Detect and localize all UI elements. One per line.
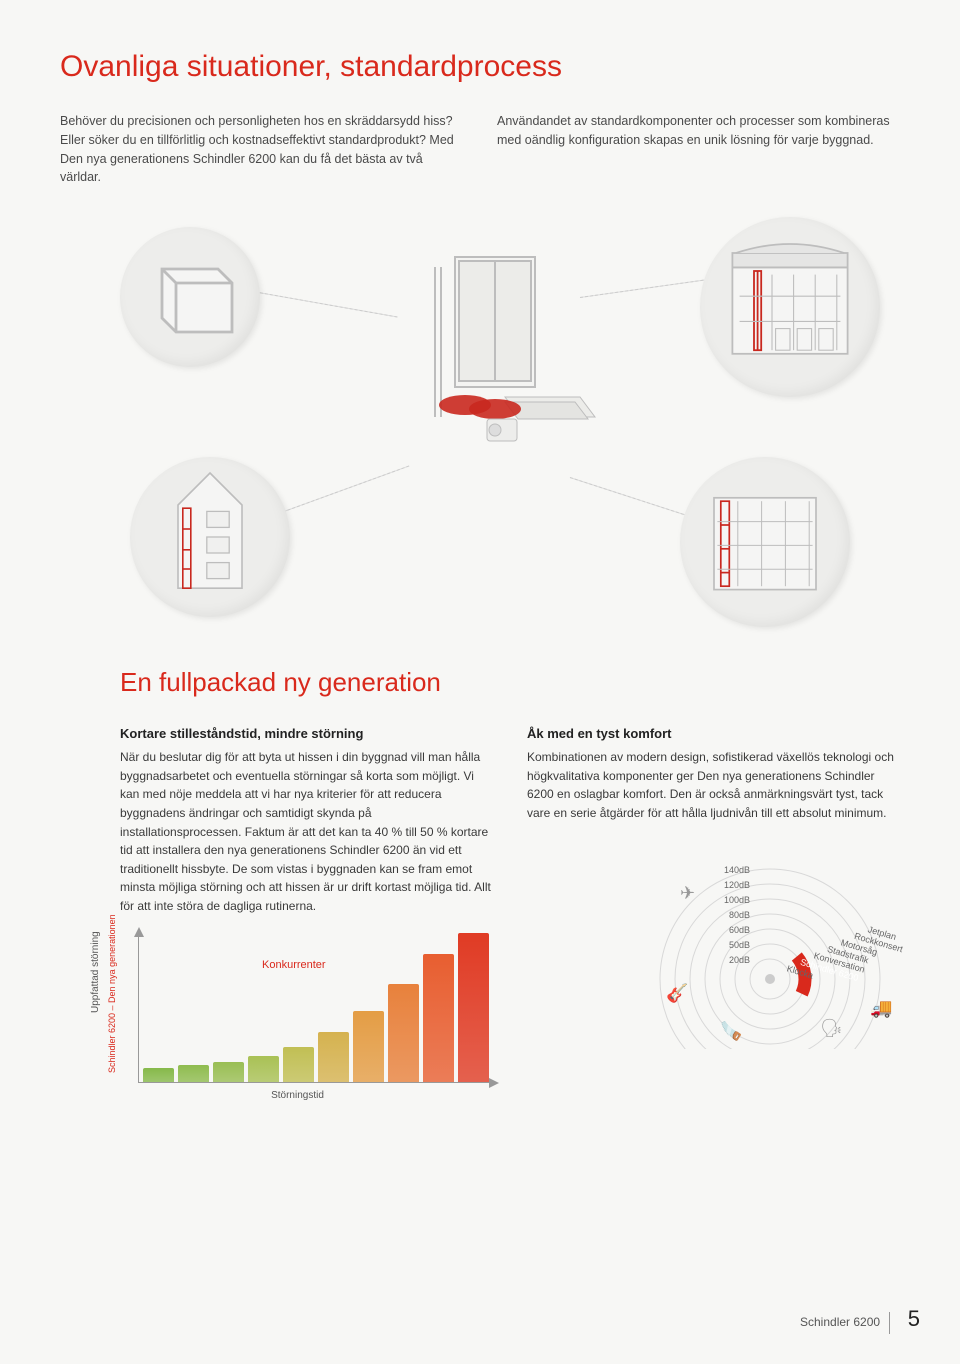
- chart-bar: [213, 1062, 244, 1083]
- chart-bar: [423, 954, 454, 1082]
- chart-bar: [318, 1032, 349, 1083]
- page-footer: Schindler 6200 5: [800, 1306, 920, 1334]
- intro-columns: Behöver du precisionen och personlighete…: [60, 112, 900, 187]
- footer-product: Schindler 6200: [800, 1315, 880, 1329]
- intro-left: Behöver du precisionen och personlighete…: [60, 112, 463, 187]
- intro-right: Användandet av standardkomponenter och p…: [497, 112, 900, 187]
- chart-bar: [353, 1011, 384, 1083]
- chart-bar: [248, 1056, 279, 1083]
- speech-icon: 🗣: [820, 1018, 843, 1038]
- chart-bar: [283, 1047, 314, 1083]
- chart-bar: [143, 1068, 174, 1083]
- component-diagram: [60, 207, 900, 627]
- svg-text:140dB: 140dB: [724, 865, 750, 875]
- svg-text:100dB: 100dB: [724, 895, 750, 905]
- chart-bar: [178, 1065, 209, 1083]
- page-title: Ovanliga situationer, standardprocess: [60, 50, 900, 84]
- svg-text:80dB: 80dB: [729, 910, 750, 920]
- chart-xlabel: Störningstid: [271, 1088, 324, 1104]
- left-heading: Kortare stilleståndstid, mindre störning: [120, 724, 493, 744]
- office-building-icon: [680, 457, 850, 627]
- chart-plot-area: [138, 933, 493, 1083]
- elevator-exploded-icon: [390, 247, 600, 467]
- noise-radial-chart: 140dBJetplan120dBRockkonsert100dBMotorså…: [527, 839, 900, 1039]
- svg-text:50dB: 50dB: [729, 940, 750, 950]
- cabin-icon: [120, 227, 260, 367]
- svg-text:60dB: 60dB: [729, 925, 750, 935]
- disturbance-bar-chart: Uppfattad störning Schindler 6200 – Den …: [102, 933, 493, 1103]
- jetplane-icon: ✈: [680, 883, 695, 903]
- chart-ylabel: Uppfattad störning: [88, 932, 104, 1014]
- footer-page-number: 5: [908, 1306, 920, 1331]
- svg-text:120dB: 120dB: [724, 880, 750, 890]
- right-content-column: Åk med en tyst komfort Kombinationen av …: [527, 724, 900, 1103]
- left-body: När du beslutar dig för att byta ut hiss…: [120, 748, 493, 915]
- guitar-icon: 🎸: [666, 982, 688, 1004]
- chart-ylabel-secondary: Schindler 6200 – Den nya generationen: [106, 915, 120, 1074]
- facade-building-icon: [700, 217, 880, 397]
- right-body: Kombinationen av modern design, sofistik…: [527, 748, 900, 822]
- right-heading: Åk med en tyst komfort: [527, 724, 900, 744]
- chart-bar: [388, 984, 419, 1082]
- svg-text:20dB: 20dB: [729, 955, 750, 965]
- left-content-column: Kortare stilleståndstid, mindre störning…: [120, 724, 493, 1103]
- truck-icon: 🚚: [870, 998, 892, 1018]
- section-title: En fullpackad ny generation: [120, 667, 900, 698]
- chart-bar: [458, 933, 489, 1082]
- tower-building-icon: [130, 457, 290, 617]
- saw-icon: 🪚: [720, 1020, 742, 1042]
